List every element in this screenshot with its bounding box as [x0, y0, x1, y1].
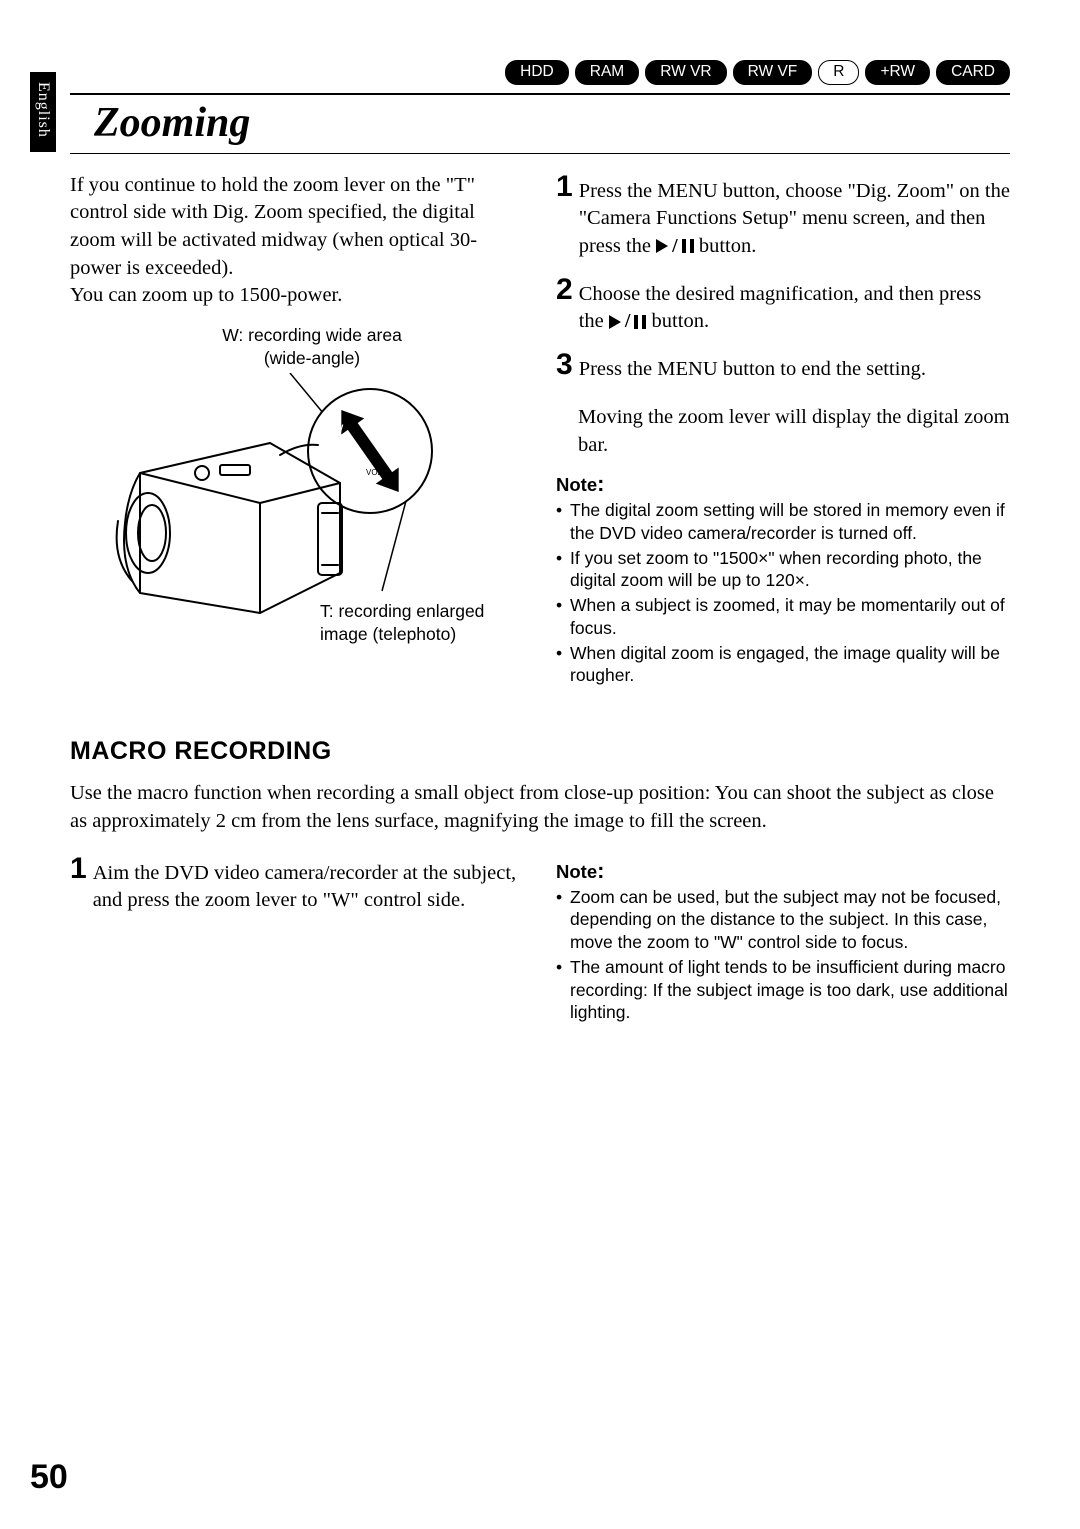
note2-list: Zoom can be used, but the subject may no…: [556, 886, 1010, 1025]
badge-rwvr: RW VR: [645, 60, 726, 85]
macro-step-1-text: Aim the DVD video camera/recorder at the…: [93, 854, 524, 915]
step-2-text: Choose the desired magnification, and th…: [579, 275, 1010, 336]
page-title: Zooming: [70, 95, 1010, 154]
zoom-diagram: W: recording wide area (wide-angle) W: [70, 324, 524, 646]
step-3: 3 Press the MENU button to end the setti…: [556, 350, 1010, 384]
caption-bottom-l1: T: recording enlarged: [320, 600, 524, 623]
note1-list: The digital zoom setting will be stored …: [556, 499, 1010, 687]
macro-step-1: 1 Aim the DVD video camera/recorder at t…: [70, 854, 524, 915]
badge-rw: +RW: [865, 60, 930, 85]
intro-p2: You can zoom up to 1500-power.: [70, 282, 524, 310]
step-1-text: Press the MENU button, choose "Dig. Zoom…: [579, 172, 1010, 261]
badge-r: R: [818, 60, 859, 85]
svg-text:W: W: [332, 422, 344, 436]
badge-hdd: HDD: [505, 60, 569, 85]
note2-heading: Note:: [556, 858, 1010, 884]
note1-item: When a subject is zoomed, it may be mome…: [556, 594, 1010, 640]
macro-intro: Use the macro function when recording a …: [70, 780, 1010, 835]
badge-rwvf: RW VF: [733, 60, 813, 85]
note2-item: The amount of light tends to be insuffic…: [556, 956, 1010, 1024]
step-1: 1 Press the MENU button, choose "Dig. Zo…: [556, 172, 1010, 261]
caption-top-l1: W: recording wide area: [100, 324, 524, 347]
playpause-icon: /: [656, 233, 694, 260]
note1-item: If you set zoom to "1500×" when recordin…: [556, 547, 1010, 593]
note1-item: The digital zoom setting will be stored …: [556, 499, 1010, 545]
step-2-num: 2: [556, 275, 573, 305]
after-steps-text: Moving the zoom lever will display the d…: [556, 398, 1010, 459]
svg-text:VOL: VOL: [366, 468, 383, 477]
note2-item: Zoom can be used, but the subject may no…: [556, 886, 1010, 954]
macro-heading: MACRO RECORDING: [70, 737, 1010, 766]
caption-top-l2: (wide-angle): [100, 347, 524, 370]
playpause-icon: /: [609, 308, 647, 335]
step-2: 2 Choose the desired magnification, and …: [556, 275, 1010, 336]
step-3-num: 3: [556, 350, 573, 380]
badge-ram: RAM: [575, 60, 639, 85]
intro-p1: If you continue to hold the zoom lever o…: [70, 172, 524, 283]
note1-heading: Note:: [556, 471, 1010, 497]
macro-step-1-num: 1: [70, 854, 87, 884]
caption-bottom-l2: image (telephoto): [320, 623, 524, 646]
page-number: 50: [30, 1458, 68, 1497]
badge-card: CARD: [936, 60, 1010, 85]
note1-item: When digital zoom is engaged, the image …: [556, 642, 1010, 688]
step-1-num: 1: [556, 172, 573, 202]
svg-text:T: T: [402, 470, 410, 484]
media-badges: HDD RAM RW VR RW VF R +RW CARD: [70, 60, 1010, 85]
step-3-text: Press the MENU button to end the setting…: [579, 350, 926, 384]
